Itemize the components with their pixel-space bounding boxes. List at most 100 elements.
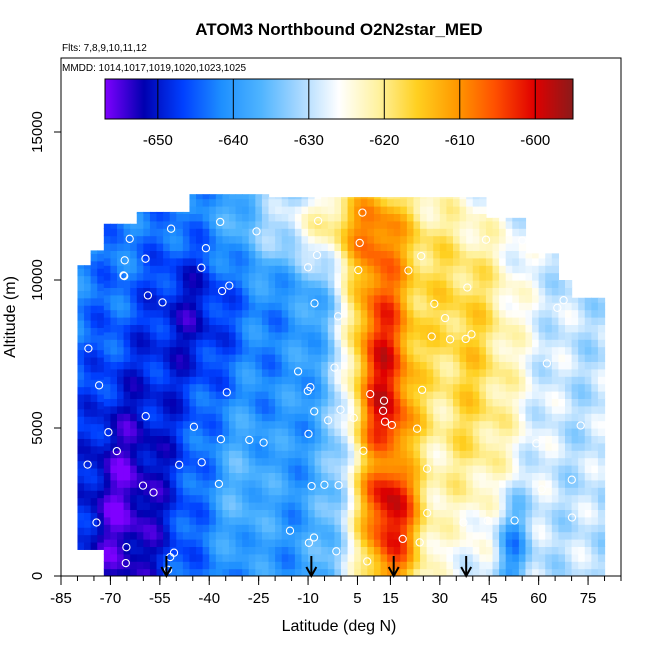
- heatmap-cell: [143, 331, 151, 340]
- heatmap-cell: [545, 457, 553, 466]
- heatmap-cell: [341, 450, 349, 459]
- heatmap-cell: [591, 450, 599, 459]
- heatmap-cell: [182, 494, 191, 503]
- heatmap-cell: [163, 317, 171, 325]
- heatmap-cell: [196, 194, 204, 200]
- heatmap-cell: [163, 220, 171, 229]
- heatmap-cell: [341, 228, 349, 237]
- heatmap-cell: [492, 243, 500, 251]
- heatmap-cell: [308, 524, 316, 533]
- heatmap-cell: [202, 331, 210, 340]
- heatmap-cell: [130, 465, 138, 473]
- heatmap-cell: [512, 235, 520, 244]
- heatmap-cell: [400, 206, 408, 214]
- heatmap-cell: [110, 324, 118, 333]
- heatmap-cell: [393, 487, 401, 496]
- heatmap-cell: [413, 294, 421, 303]
- heatmap-cell: [367, 539, 375, 547]
- heatmap-cell: [196, 516, 204, 525]
- heatmap-cell: [360, 368, 368, 377]
- heatmap-cell: [248, 383, 256, 392]
- heatmap-cell: [202, 531, 210, 540]
- heatmap-cell: [196, 331, 204, 340]
- heatmap-cell: [466, 368, 474, 377]
- heatmap-cell: [420, 206, 428, 214]
- heatmap-cell: [479, 398, 487, 407]
- heatmap-cell: [472, 531, 480, 540]
- heatmap-cell: [492, 309, 500, 318]
- heatmap-cell: [334, 472, 342, 481]
- heatmap-cell: [97, 475, 105, 484]
- heatmap-cell: [248, 194, 256, 200]
- heatmap-cell: [466, 405, 474, 414]
- heatmap-cell: [532, 539, 540, 547]
- heatmap-cell: [591, 398, 599, 407]
- sample-marker: [216, 435, 226, 444]
- heatmap-cell: [321, 294, 329, 303]
- heatmap-cell: [136, 383, 144, 392]
- heatmap-cell: [261, 509, 270, 518]
- heatmap-cell: [275, 302, 283, 311]
- heatmap-cell: [545, 494, 553, 503]
- heatmap-cell: [578, 487, 586, 496]
- heatmap-cell: [512, 420, 520, 429]
- heatmap-cell: [321, 309, 329, 318]
- heatmap-cell: [413, 487, 421, 496]
- heatmap-cell: [413, 331, 421, 340]
- heatmap-cell: [565, 479, 573, 488]
- heatmap-cell: [472, 309, 480, 318]
- heatmap-cell: [433, 531, 441, 540]
- heatmap-cell: [77, 364, 85, 373]
- heatmap-cell: [314, 413, 322, 422]
- heatmap-cell: [149, 420, 158, 429]
- heatmap-cell: [189, 257, 197, 266]
- heatmap-cell: [341, 524, 349, 533]
- heatmap-cell: [472, 553, 480, 562]
- heatmap-cell: [156, 487, 164, 496]
- heatmap-cell: [196, 509, 204, 518]
- heatmap-cell: [453, 465, 461, 473]
- heatmap-cell: [308, 516, 316, 525]
- heatmap-cell: [373, 494, 382, 503]
- heatmap-cell: [518, 302, 527, 311]
- heatmap-cell: [255, 317, 263, 325]
- heatmap-cell: [156, 213, 164, 222]
- sample-marker: [332, 547, 341, 556]
- heatmap-cell: [420, 346, 428, 355]
- sample-marker: [92, 518, 101, 527]
- heatmap-cell: [288, 546, 296, 555]
- sample-marker: [175, 460, 184, 469]
- heatmap-cell: [558, 302, 566, 311]
- heatmap-cell: [202, 553, 210, 562]
- heatmap-cell: [525, 317, 533, 325]
- heatmap-cell: [222, 428, 230, 436]
- heatmap-cell: [90, 423, 98, 432]
- heatmap-cell: [367, 546, 375, 555]
- heatmap-cell: [426, 302, 434, 311]
- heatmap-cell: [281, 198, 289, 207]
- heatmap-cell: [420, 265, 428, 274]
- heatmap-cell: [163, 354, 171, 362]
- heatmap-cell: [149, 331, 158, 340]
- heatmap-cell: [413, 465, 421, 473]
- heatmap-cell: [387, 294, 395, 303]
- heatmap-cell: [373, 220, 382, 229]
- heatmap-cell: [341, 383, 349, 392]
- heatmap-cell: [485, 376, 494, 385]
- heatmap-cell: [578, 561, 586, 570]
- heatmap-cell: [558, 450, 566, 459]
- heatmap-cell: [77, 312, 85, 321]
- heatmap-cell: [334, 531, 342, 540]
- heatmap-cell: [597, 302, 606, 311]
- heatmap-cell: [149, 383, 158, 392]
- heatmap-cell: [551, 457, 560, 466]
- heatmap-cell: [314, 324, 322, 333]
- heatmap-cell: [248, 479, 256, 488]
- heatmap-cell: [420, 450, 428, 459]
- heatmap-cell: [373, 531, 382, 540]
- heatmap-cell: [360, 428, 368, 436]
- heatmap-cell: [505, 250, 513, 259]
- heatmap-cell: [229, 428, 237, 436]
- heatmap-cell: [321, 546, 329, 555]
- heatmap-cell: [77, 423, 85, 432]
